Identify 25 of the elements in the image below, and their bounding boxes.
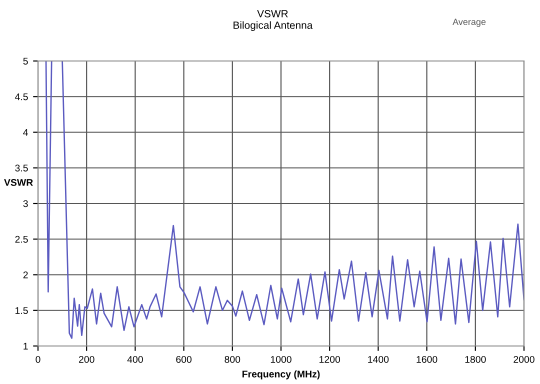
y-tick-label: 2 — [23, 271, 28, 278]
x-tick-label: 1800 — [465, 356, 486, 363]
chart-subtitle: Bilogical Antenna — [234, 21, 313, 31]
x-tick-label: 1200 — [320, 356, 340, 363]
y-tick-label: 4 — [23, 129, 28, 136]
x-tick-label: 1000 — [270, 356, 292, 363]
text: Average — [452, 18, 486, 27]
y-tick-label: 1.5 — [16, 307, 28, 314]
chart-title: VSWR — [257, 10, 288, 18]
y-tick-label: 5 — [23, 58, 28, 65]
x-tick-label: 400 — [127, 356, 143, 363]
x-tick-label: 1600 — [416, 356, 438, 363]
x-tick-label: 800 — [224, 356, 240, 363]
x-tick-label: 0 — [36, 356, 40, 363]
x-tick-label: 600 — [176, 356, 192, 363]
y-tick-label: 1 — [24, 342, 28, 350]
y-tick-label: 2.5 — [15, 236, 28, 243]
x-tick-label: 1400 — [368, 356, 389, 363]
x-tick-label: 2000 — [514, 356, 534, 363]
y-axis-title: VSWR — [4, 179, 33, 186]
y-tick-label: 4.5 — [14, 93, 28, 100]
x-axis-title: Frequency (MHz) — [242, 370, 320, 380]
y-tick-label: 3 — [23, 200, 28, 208]
x-tick-label: 200 — [78, 356, 94, 363]
y-tick-label: 3.5 — [15, 164, 28, 172]
